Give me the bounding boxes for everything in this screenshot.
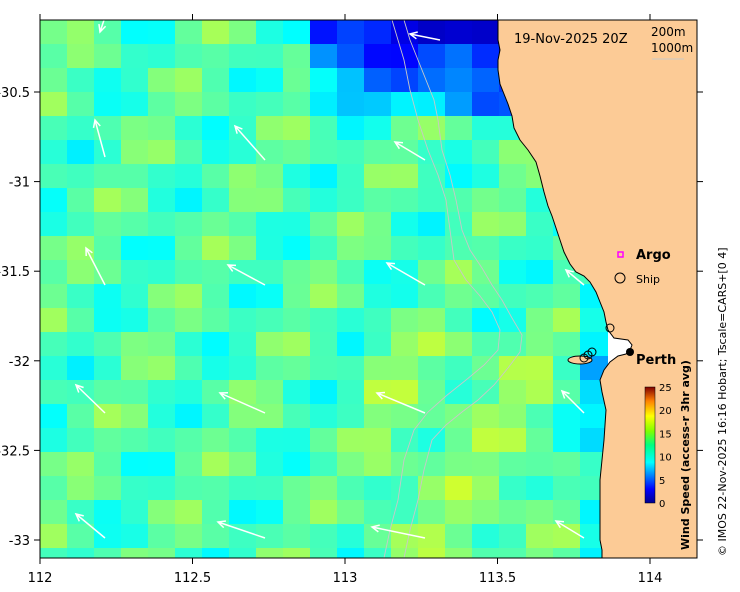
lat-tick-label: -31.5 xyxy=(0,265,30,280)
wind-arrow-icon xyxy=(74,512,106,539)
wind-arrow-icon xyxy=(393,141,426,161)
colorbar-tick-label: 10 xyxy=(659,453,672,464)
colorbar-tick-label: 0 xyxy=(659,499,665,510)
lat-tick-label: -31 xyxy=(9,176,30,191)
wind-arrow-icon xyxy=(408,31,441,41)
lon-tick-label: 114 xyxy=(638,571,663,586)
ship-position-icon xyxy=(605,323,615,333)
lon-tick-label: 113 xyxy=(333,571,358,586)
wind-arrow-icon xyxy=(233,124,266,161)
map-legend: Argo Ship xyxy=(614,248,671,286)
lon-tick-label: 113.5 xyxy=(479,571,516,586)
lat-tick-label: -33 xyxy=(9,534,30,549)
argo-legend-label: Argo xyxy=(636,248,671,263)
ship-marker-icon xyxy=(614,272,626,284)
lon-tick-label: 112 xyxy=(28,571,53,586)
colorbar: 25 20 15 10 5 0 Wind Speed (access-r 3hr avg) xyxy=(644,360,692,550)
timestamp-label: 19-Nov-2025 20Z xyxy=(514,32,628,47)
perth-dot-icon xyxy=(626,348,634,356)
wind-arrow-icon xyxy=(385,262,426,286)
wind-arrow-icon xyxy=(560,389,585,414)
wind-arrow-icon xyxy=(85,246,106,286)
lon-tick-label: 112.5 xyxy=(174,571,211,586)
credit-label: © IMOS 22-Nov-2025 16:16 Hobart; Tscale=… xyxy=(716,247,729,556)
colorbar-tick-label: 5 xyxy=(659,476,665,487)
contour-label-1000m: 1000m xyxy=(651,41,693,55)
contour-200m xyxy=(403,20,523,558)
wind-arrow-icon xyxy=(226,264,266,286)
colorbar-tick-label: 15 xyxy=(659,429,672,440)
wind-arrow-icon xyxy=(98,20,107,34)
wind-arrow-icon xyxy=(375,391,426,414)
wind-arrow-icon xyxy=(554,520,585,539)
colorbar-tick-label: 20 xyxy=(659,406,672,417)
rottnest-islands xyxy=(567,347,597,365)
colorbar-tick-label: 25 xyxy=(659,383,672,394)
perth-marker: Perth xyxy=(605,323,676,368)
contour-label-200m: 200m xyxy=(651,25,686,39)
isobath-contours xyxy=(383,20,523,558)
wind-arrows xyxy=(74,20,585,539)
plot-frame xyxy=(39,19,698,559)
wind-arrow-icon xyxy=(370,524,426,539)
latitude-axis: -30.5 -31 -31.5 -32 -32.5 -33 xyxy=(0,86,703,549)
ship-legend-label: Ship xyxy=(636,273,660,286)
contour-1000m xyxy=(383,20,501,558)
wind-arrow-icon xyxy=(92,118,106,158)
perth-label: Perth xyxy=(636,353,676,368)
wind-arrow-icon xyxy=(218,391,266,414)
colorbar-title: Wind Speed (access-r 3hr avg) xyxy=(679,360,692,550)
wind-arrow-icon xyxy=(74,383,106,414)
argo-marker-icon xyxy=(617,251,624,258)
lat-tick-label: -30.5 xyxy=(0,86,30,101)
lat-tick-label: -32 xyxy=(9,355,30,370)
lat-tick-label: -32.5 xyxy=(0,444,30,459)
wind-arrow-icon xyxy=(216,520,266,539)
wind-arrow-icon xyxy=(564,268,585,286)
colorbar-gradient xyxy=(644,386,656,504)
